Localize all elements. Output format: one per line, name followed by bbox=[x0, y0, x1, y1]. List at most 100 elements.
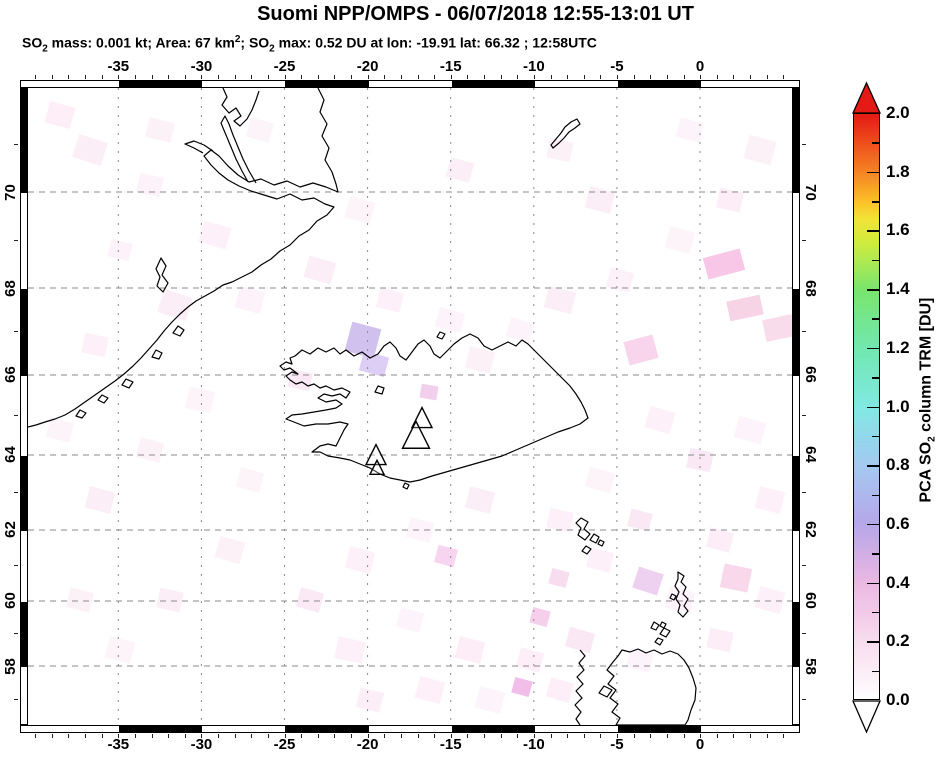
minor-tick bbox=[134, 734, 136, 738]
minor-tick bbox=[85, 734, 87, 738]
minor-tick bbox=[467, 734, 469, 738]
lon-label-top: 0 bbox=[695, 58, 705, 75]
lon-label-bottom: -30 bbox=[190, 736, 213, 753]
colorbar-minor-tick bbox=[872, 553, 879, 555]
volcano-markers bbox=[364, 406, 434, 476]
lat-label-left: 60 bbox=[0, 581, 20, 621]
minor-tick bbox=[802, 414, 806, 416]
minor-tick bbox=[783, 75, 785, 79]
colorbar-arrows bbox=[851, 81, 882, 734]
so2-cell bbox=[584, 186, 616, 214]
minor-tick bbox=[351, 75, 353, 79]
colorbar-major-tick bbox=[867, 347, 879, 350]
border-segment bbox=[534, 726, 618, 732]
lat-label-right-text: 58 bbox=[801, 657, 819, 675]
colorbar-major-tick bbox=[867, 523, 879, 526]
lat-label-right-text: 60 bbox=[801, 592, 819, 610]
colorbar-tick-label: 0.6 bbox=[886, 513, 910, 533]
minor-tick bbox=[533, 75, 535, 79]
border-segment bbox=[21, 726, 120, 732]
minor-tick bbox=[802, 240, 806, 242]
so2-cell bbox=[214, 535, 246, 565]
minor-tick bbox=[151, 734, 153, 738]
colorbar-minor-tick bbox=[872, 142, 879, 144]
minor-tick bbox=[434, 75, 436, 79]
lon-label-bottom: -35 bbox=[107, 736, 130, 753]
lon-label-top: -25 bbox=[273, 58, 296, 75]
so2-cell bbox=[107, 238, 133, 262]
minor-tick bbox=[417, 75, 419, 79]
border-segment bbox=[701, 81, 799, 87]
so2-cell bbox=[719, 563, 753, 593]
border-segment bbox=[285, 726, 369, 732]
minor-tick bbox=[683, 734, 685, 738]
so2-cell bbox=[546, 137, 574, 163]
so2-cell bbox=[548, 567, 570, 589]
minor-tick bbox=[484, 75, 486, 79]
colorbar-over-arrow bbox=[851, 81, 882, 114]
text-segment: 2 bbox=[234, 34, 241, 45]
colorbar-title: PCA SO2 column TRM [DU] bbox=[905, 100, 949, 700]
minor-tick bbox=[766, 75, 768, 79]
so2-cell bbox=[464, 486, 496, 514]
text-segment: 2 bbox=[42, 43, 48, 55]
coastline-path bbox=[654, 637, 664, 646]
minor-tick bbox=[802, 331, 806, 333]
minor-tick bbox=[783, 734, 785, 738]
so2-cell bbox=[295, 587, 325, 613]
lon-label-bottom: -20 bbox=[356, 736, 379, 753]
so2-cell bbox=[405, 517, 435, 543]
so2-cell bbox=[664, 586, 696, 614]
border-segment bbox=[701, 726, 799, 732]
border-segment bbox=[21, 455, 27, 531]
so2-cell bbox=[754, 585, 786, 615]
so2-cell bbox=[505, 317, 535, 343]
text-segment: 2 bbox=[269, 43, 275, 55]
border-segment bbox=[617, 81, 701, 87]
colorbar-minor-tick bbox=[872, 201, 879, 203]
minor-tick bbox=[583, 75, 585, 79]
minor-tick bbox=[101, 734, 103, 738]
minor-tick bbox=[750, 734, 752, 738]
minor-tick bbox=[334, 75, 336, 79]
so2-cell bbox=[585, 547, 615, 573]
colorbar-minor-tick bbox=[872, 611, 879, 614]
border-segment bbox=[202, 81, 286, 87]
so2-cell bbox=[65, 587, 95, 613]
border-segment bbox=[793, 289, 799, 376]
coastline-path bbox=[669, 593, 677, 601]
text-segment: SO bbox=[22, 34, 43, 51]
border-segment bbox=[793, 601, 799, 667]
so2-cell bbox=[454, 636, 486, 664]
colorbar-minor-tick bbox=[872, 670, 879, 673]
minor-tick bbox=[118, 734, 120, 738]
minor-tick bbox=[184, 75, 186, 79]
colorbar-major-tick bbox=[867, 641, 879, 643]
coastline-path bbox=[155, 257, 169, 293]
border-segment bbox=[202, 726, 286, 732]
minor-tick bbox=[301, 734, 303, 738]
colorbar-major-tick bbox=[867, 406, 879, 408]
minor-tick bbox=[51, 75, 53, 79]
minor-tick bbox=[484, 734, 486, 738]
so2-cell bbox=[419, 383, 439, 401]
so2-cell bbox=[45, 417, 75, 443]
so2-cell bbox=[136, 172, 164, 198]
minor-tick bbox=[14, 698, 18, 700]
minor-tick bbox=[517, 734, 519, 738]
so2-cell bbox=[675, 117, 705, 143]
coastline-path bbox=[172, 325, 185, 337]
lon-label-bottom: 0 bbox=[695, 736, 705, 753]
so2-cell bbox=[156, 587, 184, 613]
border-segment bbox=[793, 375, 799, 456]
so2-cell bbox=[627, 508, 653, 532]
text-segment: 2 bbox=[926, 436, 938, 442]
border-segment bbox=[21, 89, 27, 194]
minor-tick bbox=[14, 633, 18, 635]
lat-label-right-text: 66 bbox=[801, 366, 819, 384]
lat-label-left: 70 bbox=[0, 172, 20, 212]
border-segment bbox=[21, 81, 120, 87]
colorbar-tick-label: 0.4 bbox=[886, 572, 910, 592]
so2-cell bbox=[234, 286, 266, 314]
colorbar-tick-label: 1.0 bbox=[886, 396, 910, 416]
